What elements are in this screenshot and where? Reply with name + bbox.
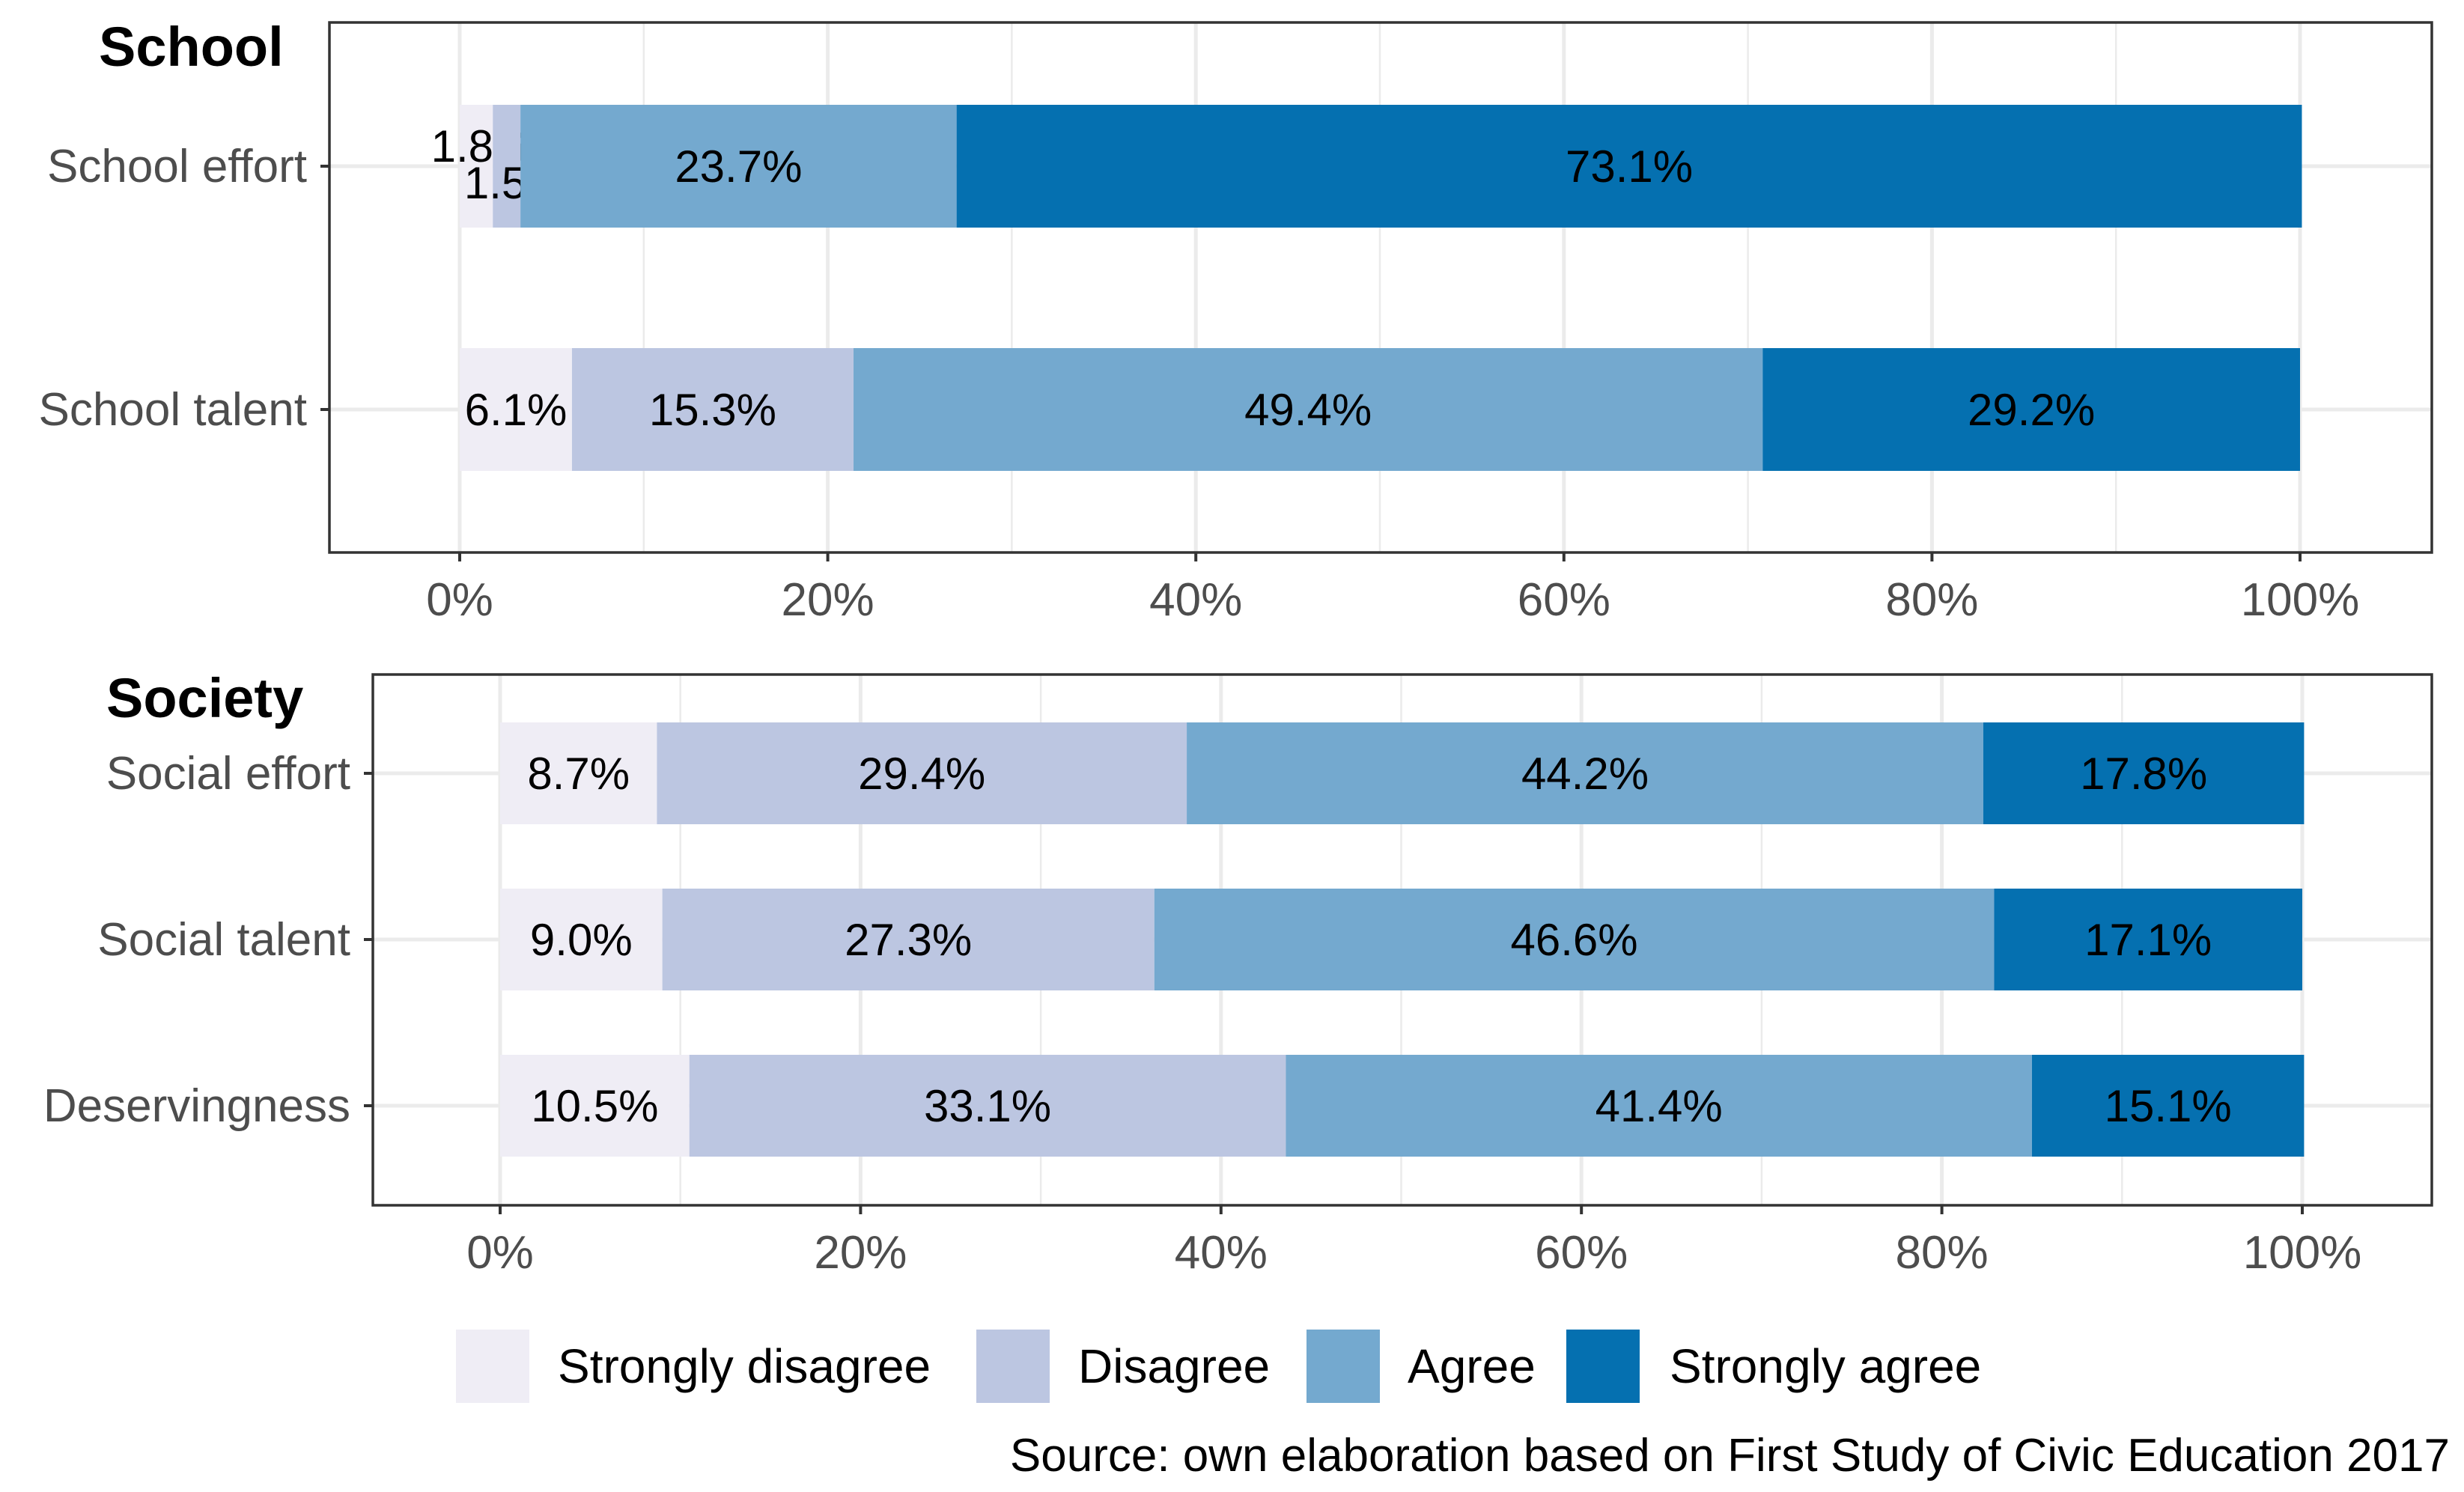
x-tick-label: 20% (814, 1227, 907, 1279)
bar-school-talent-strongly-disagree (460, 348, 572, 471)
bar-deservingness-agree (1286, 1055, 2032, 1157)
data-label: 17.1% (2084, 915, 2212, 965)
data-label: 15.1% (2105, 1081, 2232, 1131)
x-tick-label: 100% (2243, 1227, 2362, 1279)
bar-deservingness-strongly-disagree (500, 1055, 690, 1157)
data-label: 23.7% (675, 141, 802, 192)
x-tick-label: 0% (466, 1227, 534, 1279)
data-label: 46.6% (1511, 915, 1638, 965)
bar-school-talent-agree (854, 348, 1763, 471)
bar-school-talent-disagree (571, 348, 854, 471)
legend-label: Strongly disagree (558, 1339, 931, 1393)
data-label: 33.1% (924, 1081, 1051, 1131)
x-tick-label: 60% (1518, 574, 1610, 626)
data-label: 29.4% (858, 749, 985, 799)
x-tick-label: 40% (1149, 574, 1242, 626)
x-tick-label: 80% (1896, 1227, 1989, 1279)
bar-social-effort-agree (1187, 722, 1983, 824)
data-label: 29.2% (1968, 385, 2095, 435)
panel-school: 1.8%1.5% 23.7% 73.1%6.1% 15.3% 49.4% 29.2%Sch… (39, 16, 2433, 626)
x-tick-label: 0% (426, 574, 493, 626)
data-label: 15.3% (649, 385, 776, 435)
data-label: 49.4% (1244, 385, 1372, 435)
category-label: School effort (47, 141, 307, 192)
x-tick-label: 80% (1885, 574, 1978, 626)
data-label: 41.4% (1595, 1081, 1723, 1131)
data-label: 17.8% (2080, 749, 2207, 799)
bar-school-effort-disagree (493, 105, 521, 228)
source-caption: Source: own elaboration based on First S… (1010, 1430, 2450, 1482)
panel-title: School (99, 16, 284, 78)
x-tick-label: 40% (1175, 1227, 1268, 1279)
bar-deservingness-strongly-agree (2031, 1055, 2305, 1157)
legend-key-agree (1306, 1330, 1380, 1403)
bar-school-talent-strongly-agree (1762, 348, 2300, 471)
data-label: 73.1% (1566, 141, 1693, 192)
bar-social-talent-agree (1154, 889, 1995, 990)
bar-school-effort-strongly-agree (956, 105, 2302, 228)
data-label: 27.3% (845, 915, 972, 965)
bar-deservingness-disagree (689, 1055, 1286, 1157)
bar-social-talent-strongly-agree (1994, 889, 2302, 990)
category-label: Social talent (97, 914, 350, 966)
data-label: 8.7% (527, 749, 630, 799)
legend-key-disagree (976, 1330, 1050, 1403)
data-label: 44.2% (1521, 749, 1649, 799)
bar-social-talent-disagree (662, 889, 1155, 990)
category-label: School talent (39, 384, 307, 436)
x-tick-label: 100% (2241, 574, 2360, 626)
category-label: Social effort (106, 748, 350, 800)
bar-social-effort-strongly-disagree (500, 722, 657, 824)
bar-school-effort-strongly-disagree (460, 105, 493, 228)
bar-social-effort-disagree (657, 722, 1187, 824)
bar-school-effort-agree (520, 105, 957, 228)
panel-society: 8.7% 29.4% 44.2% 17.8% 9.0% 27.3% 46.6% 17.1% 10… (43, 667, 2433, 1279)
legend-label: Disagree (1078, 1339, 1270, 1393)
legend-label: Agree (1408, 1339, 1536, 1393)
data-label: 10.5% (531, 1081, 658, 1131)
x-tick-label: 20% (782, 574, 874, 626)
panel-border (328, 21, 2433, 554)
legend-label: Strongly agree (1670, 1339, 1981, 1393)
legend-key-strongly-agree (1566, 1330, 1640, 1403)
data-label: 6.1% (465, 385, 568, 435)
bar-social-effort-strongly-agree (1983, 722, 2305, 824)
legend-key-strongly-disagree (456, 1330, 529, 1403)
x-tick-label: 60% (1535, 1227, 1628, 1279)
category-label: Deservingness (43, 1080, 350, 1132)
panel-title: Society (106, 667, 303, 729)
bar-social-talent-strongly-disagree (500, 889, 663, 990)
legend: Strongly disagree Disagree Agree Strongly a… (456, 1330, 1981, 1403)
data-label: 9.0% (530, 915, 633, 965)
